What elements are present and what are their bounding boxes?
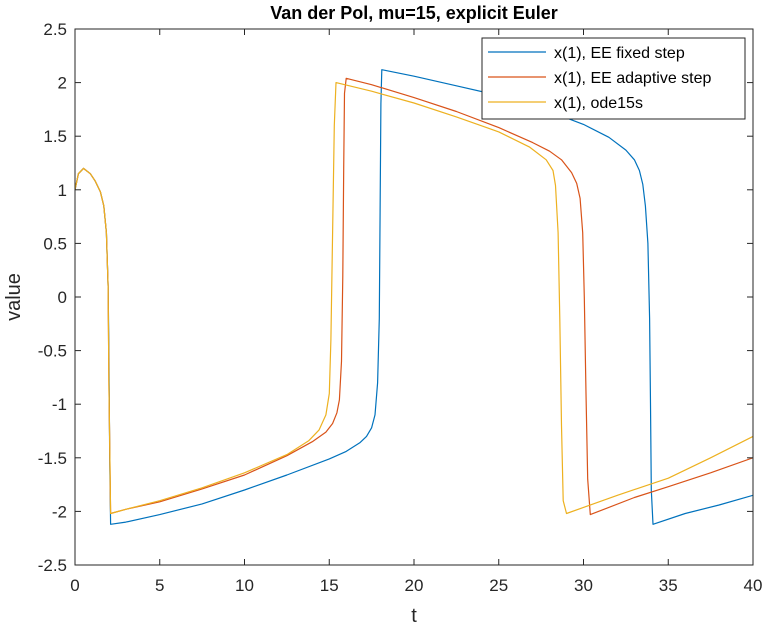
x-tick-label: 15 xyxy=(320,576,339,595)
x-tick-label: 10 xyxy=(235,576,254,595)
legend-label-2: x(1), EE adaptive step xyxy=(554,70,712,87)
y-tick-label: 1 xyxy=(58,181,67,200)
y-tick-label: -0.5 xyxy=(38,342,67,361)
legend: x(1), EE fixed step x(1), EE adaptive ste… xyxy=(481,37,746,120)
y-tick-label: -1 xyxy=(52,395,67,414)
x-tick-label: 30 xyxy=(574,576,593,595)
y-tick-label: 1.5 xyxy=(43,127,67,146)
y-tick-label: -1.5 xyxy=(38,449,67,468)
y-tick-label: 2 xyxy=(58,74,67,93)
plot-frame xyxy=(74,28,754,566)
x-tick-label: 0 xyxy=(70,576,79,595)
x-tick-label: 25 xyxy=(489,576,508,595)
x-axis-ticks: 0 5 10 15 20 25 30 35 40 xyxy=(70,29,762,595)
chart-title: Van der Pol, mu=15, explicit Euler xyxy=(270,3,558,23)
x-axis-label: t xyxy=(411,605,417,626)
y-tick-label: 2.5 xyxy=(43,20,67,39)
x-tick-label: 40 xyxy=(744,576,763,595)
y-axis-label: value xyxy=(3,273,25,321)
series-line-3 xyxy=(75,81,753,515)
legend-label-1: x(1), EE fixed step xyxy=(554,45,685,62)
y-axis-ticks: -2.5 -2 -1.5 -1 -0.5 0 0.5 1 1.5 2 2.5 xyxy=(38,20,753,575)
y-tick-label: 0.5 xyxy=(43,234,67,253)
legend-items: x(1), EE fixed step x(1), EE adaptive ste… xyxy=(488,45,712,112)
y-tick-label: 0 xyxy=(58,288,67,307)
x-tick-label: 20 xyxy=(405,576,424,595)
y-tick-label: -2.5 xyxy=(38,556,67,575)
y-tick-label: -2 xyxy=(52,502,67,521)
legend-label-3: x(1), ode15s xyxy=(554,95,643,112)
x-tick-label: 35 xyxy=(659,576,678,595)
x-tick-label: 5 xyxy=(155,576,164,595)
series-layer xyxy=(75,69,753,525)
